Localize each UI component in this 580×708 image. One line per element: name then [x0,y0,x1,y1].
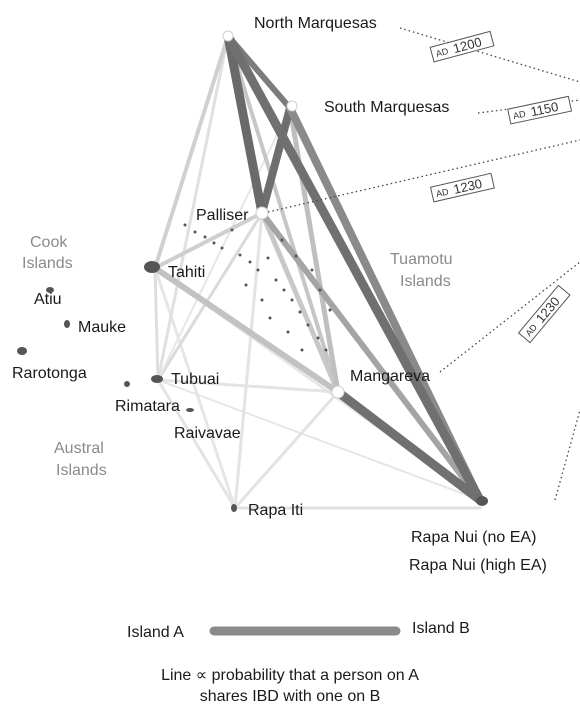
label-rapa-nui-no-ea: Rapa Nui (no EA) [411,529,536,546]
date-3: 1230 [452,176,484,197]
link-nm-mangareva [226,34,340,394]
tahiti-land [144,261,160,273]
link-palliser-tubuai [156,211,264,382]
link-tahiti-palliser [153,211,264,270]
date-tag-1: AD 1200 [429,30,495,63]
link-nm-palliser [223,31,267,218]
region-tuamotu-1: Tuamotu [390,251,453,268]
label-tubuai: Tubuai [171,371,219,388]
mauke-land [64,320,70,328]
region-labels: Cook Islands Tuamotu Islands Austral Isl… [22,234,453,479]
region-cook-2: Islands [22,255,73,272]
region-austral-2: Islands [56,462,107,479]
link-palliser-rapaiti [233,211,264,510]
node-palliser [255,206,269,220]
label-raivavae: Raivavae [174,425,241,442]
label-palliser: Palliser [196,207,249,224]
label-north-marquesas: North Marquesas [254,15,377,32]
link-tahiti-rapaiti-x [157,107,291,381]
label-mauke: Mauke [78,319,126,336]
date-tag-2: AD 1150 [507,95,573,125]
legend-island-b: Island B [412,620,470,637]
connection-lines [152,31,485,510]
date-tag-3: AD 1230 [429,172,495,203]
raivavae-land [186,408,194,412]
label-mangareva: Mangareva [350,368,430,385]
label-atiu: Atiu [34,291,62,308]
link-tubuai-rapanui [157,379,481,501]
link-palliser-mangareva-light [259,210,341,395]
legend-island-a: Island A [127,624,184,641]
label-rimatara: Rimatara [115,398,180,415]
link-tubuai-rapaiti [156,378,237,510]
tuamotu-atolls [183,223,332,352]
link-tahiti-mangareva [152,265,341,395]
label-rapa-iti: Rapa Iti [248,502,303,519]
node-north-marquesas [222,30,234,42]
link-palliser-rapanui [259,210,483,503]
node-halos [222,30,345,399]
label-south-marquesas: South Marquesas [324,99,449,116]
date-prefix: AD [435,46,450,59]
link-nm-rapanui [223,31,485,505]
rapanui-land [476,496,488,506]
atiu-land [46,287,54,293]
legend: Island A Island B Line ∝ probability tha… [127,620,470,705]
date-1: 1200 [451,34,483,56]
label-tahiti: Tahiti [168,264,205,281]
date-tag-4: AD 1230 [517,284,571,344]
legend-caption-1: Line ∝ probability that a person on A [161,667,419,684]
link-tahiti-tubuai [153,266,160,382]
node-south-marquesas [286,100,298,112]
region-tuamotu-2: Islands [400,273,451,290]
region-austral-1: Austral [54,440,104,457]
region-cook-1: Cook [30,234,68,251]
link-nm-tubuai [156,34,230,382]
link-sm-mangareva [287,105,341,395]
node-mangareva [331,385,345,399]
rimatara-land [124,381,130,387]
date-2: 1150 [529,99,559,119]
label-rarotonga: Rarotonga [12,365,87,382]
date-prefix: AD [435,186,450,199]
link-mangareva-rapanui [333,387,485,505]
island-labels: North Marquesas South Marquesas Palliser… [12,15,547,574]
link-sm-palliser [258,104,294,217]
rarotonga-land [17,347,27,355]
tubuai-land [151,375,163,383]
link-mangareva-tubuai [156,378,340,394]
link-tahiti-rapaiti [153,266,237,510]
rapaiti-land [231,504,237,512]
label-rapa-nui-high-ea: Rapa Nui (high EA) [409,557,547,574]
link-mangareva-rapaiti [233,390,340,510]
legend-caption-2: shares IBD with one on B [200,688,381,705]
link-nm-tahiti [153,34,230,270]
date-prefix: AD [512,109,527,121]
land-masses [17,211,488,512]
